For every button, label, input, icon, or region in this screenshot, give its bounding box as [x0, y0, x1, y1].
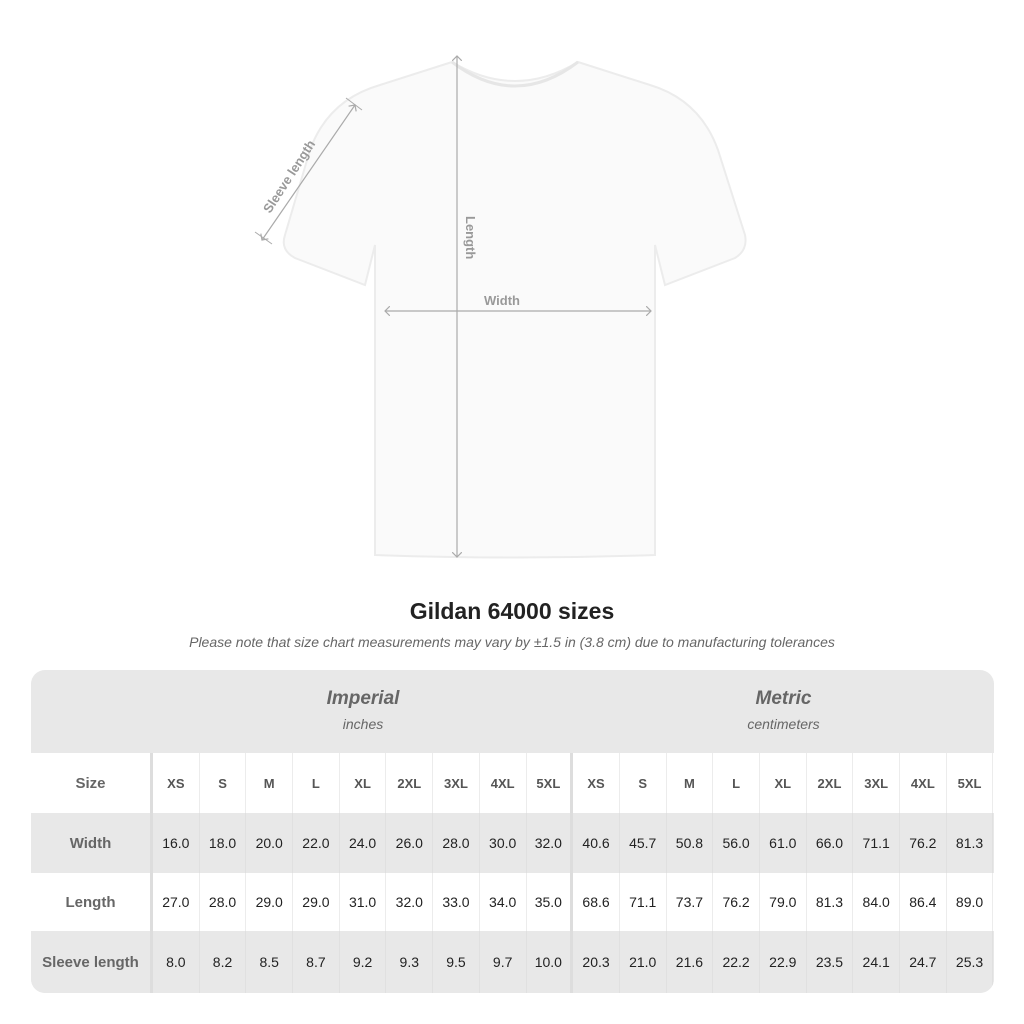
table-row: Width 16.0 18.0 20.0 22.0 24.0 26.0 28.0 30.0 32.…	[31, 813, 994, 873]
metric-size-header: 5XL	[947, 753, 994, 813]
metric-value-cell: 76.2	[713, 873, 760, 931]
imperial-value-cell: 8.7	[293, 931, 340, 993]
row-label: Length	[31, 873, 153, 931]
imperial-value-cell: 9.7	[480, 931, 527, 993]
imperial-value-cell: 9.5	[433, 931, 480, 993]
tolerance-note: Please note that size chart measurements…	[189, 634, 835, 650]
metric-size-header: M	[667, 753, 714, 813]
row-label: Sleeve length	[31, 931, 153, 993]
imperial-value-cell: 22.0	[293, 813, 340, 873]
imperial-value-cell: 28.0	[433, 813, 480, 873]
sleeve-arrow	[262, 105, 355, 240]
metric-value-cell: 21.6	[667, 931, 714, 993]
imperial-size-header: 3XL	[433, 753, 480, 813]
metric-value-cell: 45.7	[620, 813, 667, 873]
imperial-value-cell: 31.0	[340, 873, 387, 931]
imperial-value-cell: 10.0	[527, 931, 574, 993]
metric-size-header: XL	[760, 753, 807, 813]
row-label: Size	[31, 753, 153, 813]
metric-value-cell: 22.9	[760, 931, 807, 993]
imperial-unit: inches	[342, 716, 384, 732]
metric-size-header: L	[713, 753, 760, 813]
size-table: Imperial inches Metric centimeters Size X…	[31, 670, 994, 993]
metric-value-cell: 89.0	[947, 873, 994, 931]
metric-value-cell: 68.6	[573, 873, 620, 931]
tshirt-shape	[282, 60, 747, 559]
metric-value-cell: 81.3	[807, 873, 854, 931]
metric-value-cell: 76.2	[900, 813, 947, 873]
imperial-size-header: 4XL	[480, 753, 527, 813]
table-row: Length 27.0 28.0 29.0 29.0 31.0 32.0 33.0 34.0 35…	[31, 873, 994, 931]
imperial-size-header: XL	[340, 753, 387, 813]
imperial-value-cell: 8.5	[246, 931, 294, 993]
imperial-value-cell: 16.0	[153, 813, 200, 873]
metric-unit: centimeters	[747, 716, 820, 732]
imperial-value-cell: 27.0	[153, 873, 200, 931]
imperial-header: Imperial inches	[153, 670, 573, 753]
imperial-size-header: S	[200, 753, 247, 813]
page-title: Gildan 64000 sizes	[409, 598, 615, 624]
imperial-value-cell: 9.2	[340, 931, 387, 993]
imperial-size-header: 2XL	[386, 753, 434, 813]
imperial-value-cell: 28.0	[200, 873, 247, 931]
metric-size-header: 3XL	[853, 753, 900, 813]
imperial-value-cell: 26.0	[386, 813, 434, 873]
imperial-value-cell: 35.0	[527, 873, 574, 931]
size-header-row: Size XS S M L XL 2XL 3XL 4XL 5XL XS S M L XL 2XL 3XL 4XL 5…	[31, 753, 994, 813]
metric-size-header: S	[620, 753, 667, 813]
metric-value-cell: 23.5	[807, 931, 854, 993]
imperial-size-header: 5XL	[527, 753, 574, 813]
metric-value-cell: 24.1	[853, 931, 900, 993]
metric-value-cell: 24.7	[900, 931, 947, 993]
table-row: Sleeve length 8.0 8.2 8.5 8.7 9.2 9.3 9.5 9.7 10.…	[31, 931, 994, 993]
imperial-value-cell: 32.0	[527, 813, 574, 873]
imperial-value-cell: 9.3	[386, 931, 434, 993]
metric-size-header: 4XL	[900, 753, 947, 813]
metric-value-cell: 79.0	[760, 873, 807, 931]
length-label: Length	[463, 216, 478, 259]
metric-value-cell: 61.0	[760, 813, 807, 873]
imperial-value-cell: 20.0	[246, 813, 294, 873]
metric-value-cell: 86.4	[900, 873, 947, 931]
imperial-size-header: XS	[153, 753, 200, 813]
metric-value-cell: 40.6	[573, 813, 620, 873]
imperial-value-cell: 8.0	[153, 931, 200, 993]
metric-value-cell: 50.8	[667, 813, 714, 873]
imperial-value-cell: 33.0	[433, 873, 480, 931]
metric-value-cell: 84.0	[853, 873, 900, 931]
imperial-value-cell: 8.2	[200, 931, 247, 993]
metric-value-cell: 20.3	[573, 931, 620, 993]
imperial-value-cell: 29.0	[246, 873, 294, 931]
metric-label: Metric	[755, 688, 812, 709]
imperial-size-header: L	[293, 753, 340, 813]
metric-size-header: XS	[573, 753, 620, 813]
metric-value-cell: 56.0	[713, 813, 760, 873]
metric-value-cell: 21.0	[620, 931, 667, 993]
metric-value-cell: 66.0	[807, 813, 854, 873]
metric-value-cell: 22.2	[713, 931, 760, 993]
width-label: Width	[484, 293, 520, 308]
imperial-value-cell: 18.0	[200, 813, 247, 873]
metric-value-cell: 25.3	[947, 931, 994, 993]
imperial-value-cell: 24.0	[340, 813, 387, 873]
metric-value-cell: 71.1	[853, 813, 900, 873]
row-label: Width	[31, 813, 153, 873]
metric-value-cell: 73.7	[667, 873, 714, 931]
tshirt-diagram: Sleeve length Length Width	[254, 0, 747, 559]
imperial-size-header: M	[246, 753, 294, 813]
metric-value-cell: 81.3	[947, 813, 994, 873]
imperial-value-cell: 32.0	[386, 873, 434, 931]
metric-header: Metric centimeters	[573, 670, 994, 753]
metric-size-header: 2XL	[807, 753, 854, 813]
imperial-label: Imperial	[326, 688, 400, 709]
imperial-value-cell: 34.0	[480, 873, 527, 931]
metric-value-cell: 71.1	[620, 873, 667, 931]
imperial-value-cell: 30.0	[480, 813, 527, 873]
imperial-value-cell: 29.0	[293, 873, 340, 931]
